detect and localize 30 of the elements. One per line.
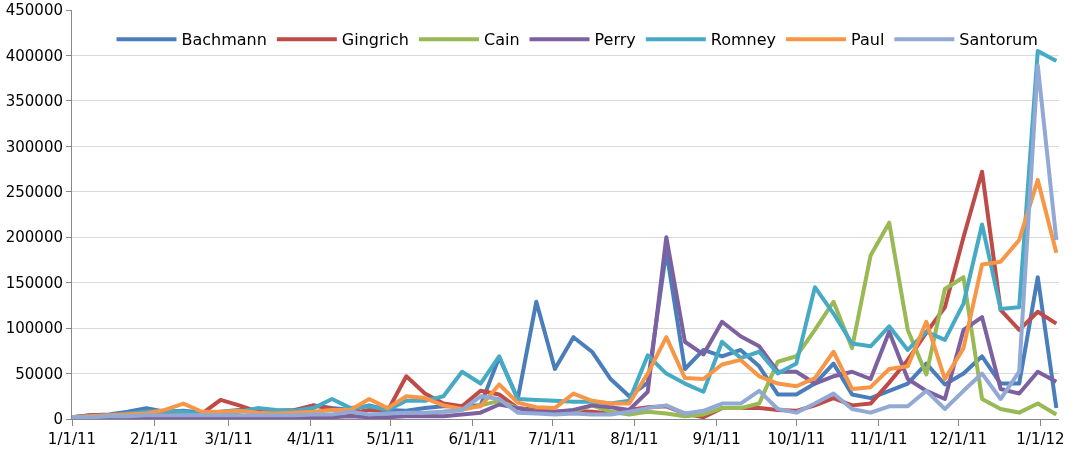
x-tick-label: 3/1/11	[204, 430, 253, 448]
legend-label: Romney	[710, 30, 777, 50]
x-tick-label: 4/1/11	[286, 430, 335, 448]
y-tick-label: 400000	[5, 46, 63, 65]
legend-label: Bachmann	[181, 30, 267, 50]
y-tick-label: 450000	[5, 1, 63, 20]
y-tick-label: 300000	[5, 137, 63, 156]
x-tick-label: 8/1/11	[610, 430, 659, 448]
legend-label: Paul	[851, 30, 885, 50]
legend-label: Cain	[483, 30, 520, 50]
legend-label: Perry	[594, 30, 636, 50]
x-tick-label: 9/1/11	[692, 430, 741, 448]
y-tick-label: 150000	[5, 273, 63, 292]
x-tick-label: 2/1/11	[130, 430, 179, 448]
x-tick-label: 1/1/11	[47, 430, 97, 448]
y-tick-label: 200000	[5, 228, 63, 247]
x-tick-label: 7/1/11	[528, 430, 577, 448]
x-tick-label: 1/1/12	[1016, 430, 1065, 448]
y-tick-label: 250000	[5, 183, 63, 202]
y-tick-label: 100000	[5, 319, 63, 338]
legend-label: Gingrich	[341, 30, 409, 50]
y-tick-label: 350000	[5, 92, 63, 111]
y-tick-label: 0	[53, 410, 63, 429]
y-tick-label: 50000	[15, 364, 63, 383]
legend-label: Santorum	[959, 30, 1038, 50]
x-tick-label: 10/1/11	[767, 430, 826, 448]
x-tick-label: 5/1/11	[366, 430, 415, 448]
x-tick-label: 11/1/11	[849, 430, 908, 448]
x-tick-label: 6/1/11	[448, 430, 497, 448]
x-tick-label: 12/1/11	[929, 430, 988, 448]
